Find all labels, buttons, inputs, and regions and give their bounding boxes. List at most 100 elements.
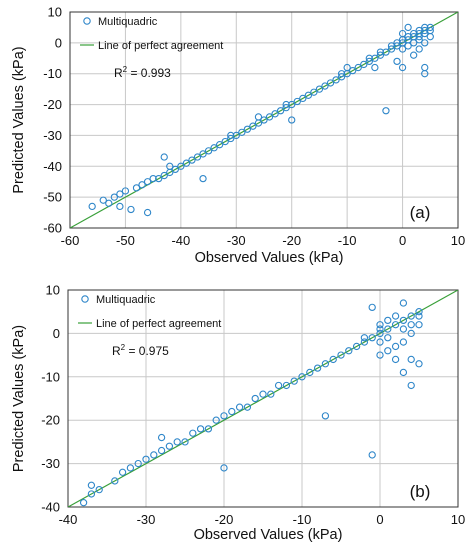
data-point (321, 412, 330, 420)
data-point (391, 312, 400, 320)
data-point (391, 342, 400, 351)
data-point (371, 54, 379, 62)
y-tick-label: -20 (41, 413, 60, 428)
data-point (399, 299, 408, 307)
panel-b: -40 -30 -20 -10 0 10 -40 -30 -20 -10 0 10 Observed V… (11, 283, 465, 544)
data-point (410, 39, 418, 47)
data-point (371, 63, 379, 72)
data-point (288, 116, 296, 124)
data-point (415, 36, 423, 44)
data-point (368, 334, 376, 342)
data-point (160, 153, 168, 161)
data-point (267, 390, 275, 398)
data-point (193, 153, 202, 161)
data-point (166, 162, 174, 170)
data-point (181, 438, 189, 446)
data-point (415, 360, 423, 368)
data-point (321, 360, 330, 368)
data-point (398, 29, 407, 38)
data-point (404, 33, 412, 41)
x-tick-label: -40 (59, 512, 78, 527)
data-point (132, 184, 141, 192)
data-point (393, 57, 401, 66)
data-point (391, 355, 400, 364)
data-point (399, 325, 408, 333)
data-point (138, 181, 146, 189)
data-point (407, 321, 415, 329)
y-tick-label: 0 (55, 35, 62, 50)
data-point (259, 390, 267, 398)
x-tick-label: 0 (399, 233, 406, 248)
data-point (415, 33, 423, 41)
data-point (216, 141, 224, 149)
data-point (421, 39, 429, 47)
data-point (360, 60, 368, 69)
x-tick-label: 0 (376, 512, 383, 527)
data-point (421, 70, 429, 78)
data-point (105, 199, 113, 207)
x-tick-label: 10 (451, 233, 465, 248)
r-squared-annotation: R2 = 0.975 (112, 343, 169, 358)
panel-label: (b) (410, 482, 431, 501)
x-tick-label: -10 (338, 233, 357, 248)
data-point (142, 455, 150, 463)
data-point (204, 147, 213, 155)
x-axis-title: Observed Values (kPa) (194, 527, 343, 543)
data-point (249, 122, 257, 130)
data-point (393, 42, 401, 50)
legend-label-line: Line of perfect agreement (98, 40, 223, 52)
data-point (204, 425, 213, 433)
y-tick-label: 0 (53, 326, 60, 341)
data-point (421, 29, 429, 38)
data-point (79, 499, 88, 507)
data-point (238, 128, 246, 136)
legend-marker-multiquadric (81, 295, 89, 303)
data-point (282, 100, 290, 109)
y-tick-label: -30 (43, 128, 62, 143)
data-point (288, 100, 296, 109)
data-point (399, 338, 408, 346)
data-point (354, 63, 362, 72)
data-point (329, 355, 337, 364)
data-point (407, 329, 415, 338)
data-point (332, 76, 340, 84)
data-point (299, 94, 307, 103)
data-point (116, 202, 124, 211)
data-point (210, 144, 218, 152)
legend-label-line: Line of perfect agreement (96, 318, 221, 330)
data-point (337, 70, 346, 78)
panel-label: (a) (410, 203, 431, 222)
data-point (321, 82, 329, 90)
y-tick-label: -20 (43, 97, 62, 112)
data-point (196, 425, 205, 433)
y-tick-label: 10 (48, 5, 62, 20)
x-tick-label: -60 (61, 233, 80, 248)
data-point (160, 171, 168, 180)
data-point (221, 137, 229, 146)
data-point (404, 42, 412, 50)
data-point (376, 338, 384, 346)
data-point (343, 63, 351, 72)
x-tick-label: -50 (116, 233, 135, 248)
data-point (382, 48, 390, 56)
data-point (345, 347, 353, 355)
x-tick-label: 10 (451, 512, 465, 527)
x-tick-label: -30 (227, 233, 246, 248)
data-point (143, 208, 152, 217)
data-point (404, 23, 412, 32)
y-axis-title: Predicted Values (kPa) (11, 325, 27, 472)
data-point (384, 347, 392, 355)
data-point (220, 464, 228, 472)
data-point (313, 364, 322, 372)
data-point (384, 316, 392, 325)
x-axis-title: Observed Values (kPa) (195, 250, 344, 266)
y-tick-label: -10 (43, 66, 62, 81)
data-point (382, 107, 390, 115)
legend-label-multiquadric: Multiquadric (98, 16, 158, 28)
data-point (134, 459, 142, 468)
data-point (399, 368, 408, 377)
data-point (376, 48, 385, 56)
data-point (87, 490, 96, 498)
data-point (251, 394, 259, 403)
